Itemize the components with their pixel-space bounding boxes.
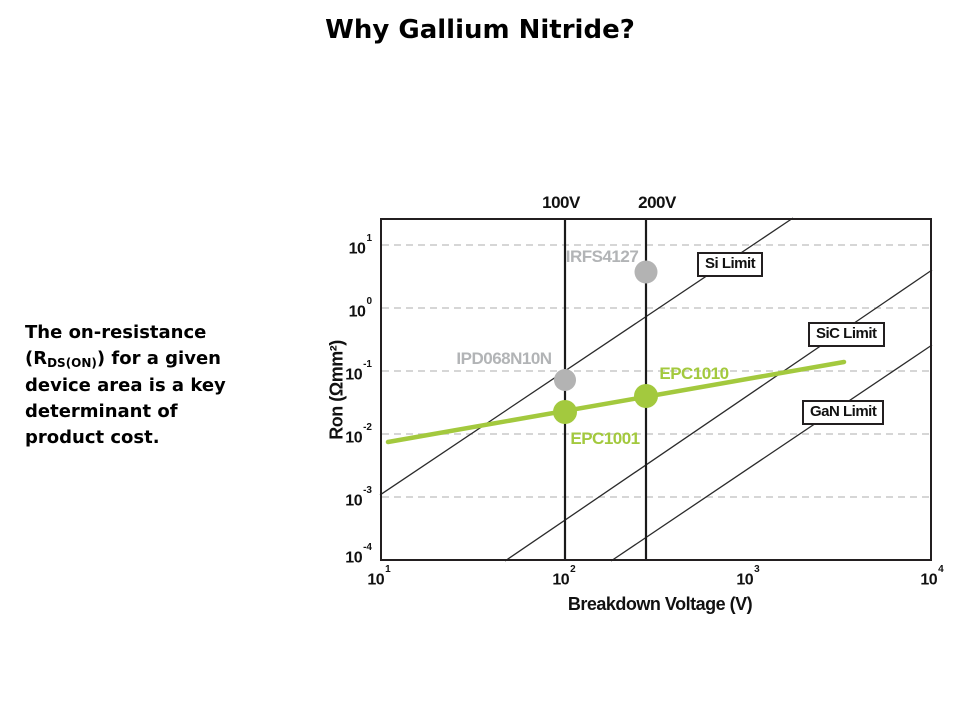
body-text: The on-resistance (RDS(ON)) for a given …	[25, 320, 295, 451]
x-axis-title: Breakdown Voltage (V)	[567, 594, 753, 614]
ytick-10e-1: 10-1	[345, 359, 372, 384]
chart-canvas	[379, 217, 933, 562]
plot-frame	[380, 218, 932, 561]
body-line-1: The on-resistance	[25, 322, 207, 343]
sic-limit-line	[504, 269, 933, 562]
xtick-10e3: 103	[736, 564, 760, 589]
point-irfs4127	[634, 260, 658, 284]
gan-limit-line	[610, 344, 933, 562]
point-epc1010	[634, 384, 658, 408]
ytick-10e-4: 10-4	[345, 542, 372, 567]
label-epc1010: EPC1010	[659, 364, 729, 383]
xtick-10e2: 102	[552, 564, 576, 589]
xtick-10e4: 104	[920, 564, 944, 589]
voltage-marker-lines	[563, 220, 648, 559]
rdson-subscript: DS(ON)	[47, 356, 97, 370]
ytick-10e0: 100	[348, 296, 372, 321]
marker-label-200v: 200V	[638, 193, 676, 212]
ron-vs-breakdown-chart: 100V 200V 101 100 10-1 10-2 10-3 10-4 10…	[327, 193, 944, 614]
body-line-2: (RDS(ON)) for a given	[25, 348, 221, 370]
sic-limit-badge: SiC Limit	[808, 322, 885, 347]
marker-label-100v: 100V	[542, 193, 580, 212]
body-line-4: determinant of	[25, 401, 178, 422]
body-line-5: product cost.	[25, 427, 160, 448]
ytick-10e-2: 10-2	[345, 422, 372, 447]
epc-trend-line	[385, 359, 847, 445]
label-ipd068n10n: IPD068N10N	[456, 349, 552, 368]
si-limit-badge: Si Limit	[697, 252, 764, 277]
gridlines	[382, 244, 930, 498]
xtick-10e1: 101	[367, 564, 391, 589]
label-irfs4127: IRFS4127	[565, 247, 639, 266]
ytick-10e1: 101	[348, 233, 372, 258]
page-title: Why Gallium Nitride?	[325, 15, 635, 45]
body-line-3: device area is a key	[25, 375, 226, 396]
ytick-10e-3: 10-3	[345, 485, 372, 510]
label-epc1001: EPC1001	[570, 429, 640, 448]
y-axis-title: Ron (Ωmm²)	[326, 340, 347, 440]
point-ipd068n10n	[554, 369, 576, 391]
point-epc1001	[553, 400, 577, 424]
gan-limit-badge: GaN Limit	[802, 400, 885, 425]
